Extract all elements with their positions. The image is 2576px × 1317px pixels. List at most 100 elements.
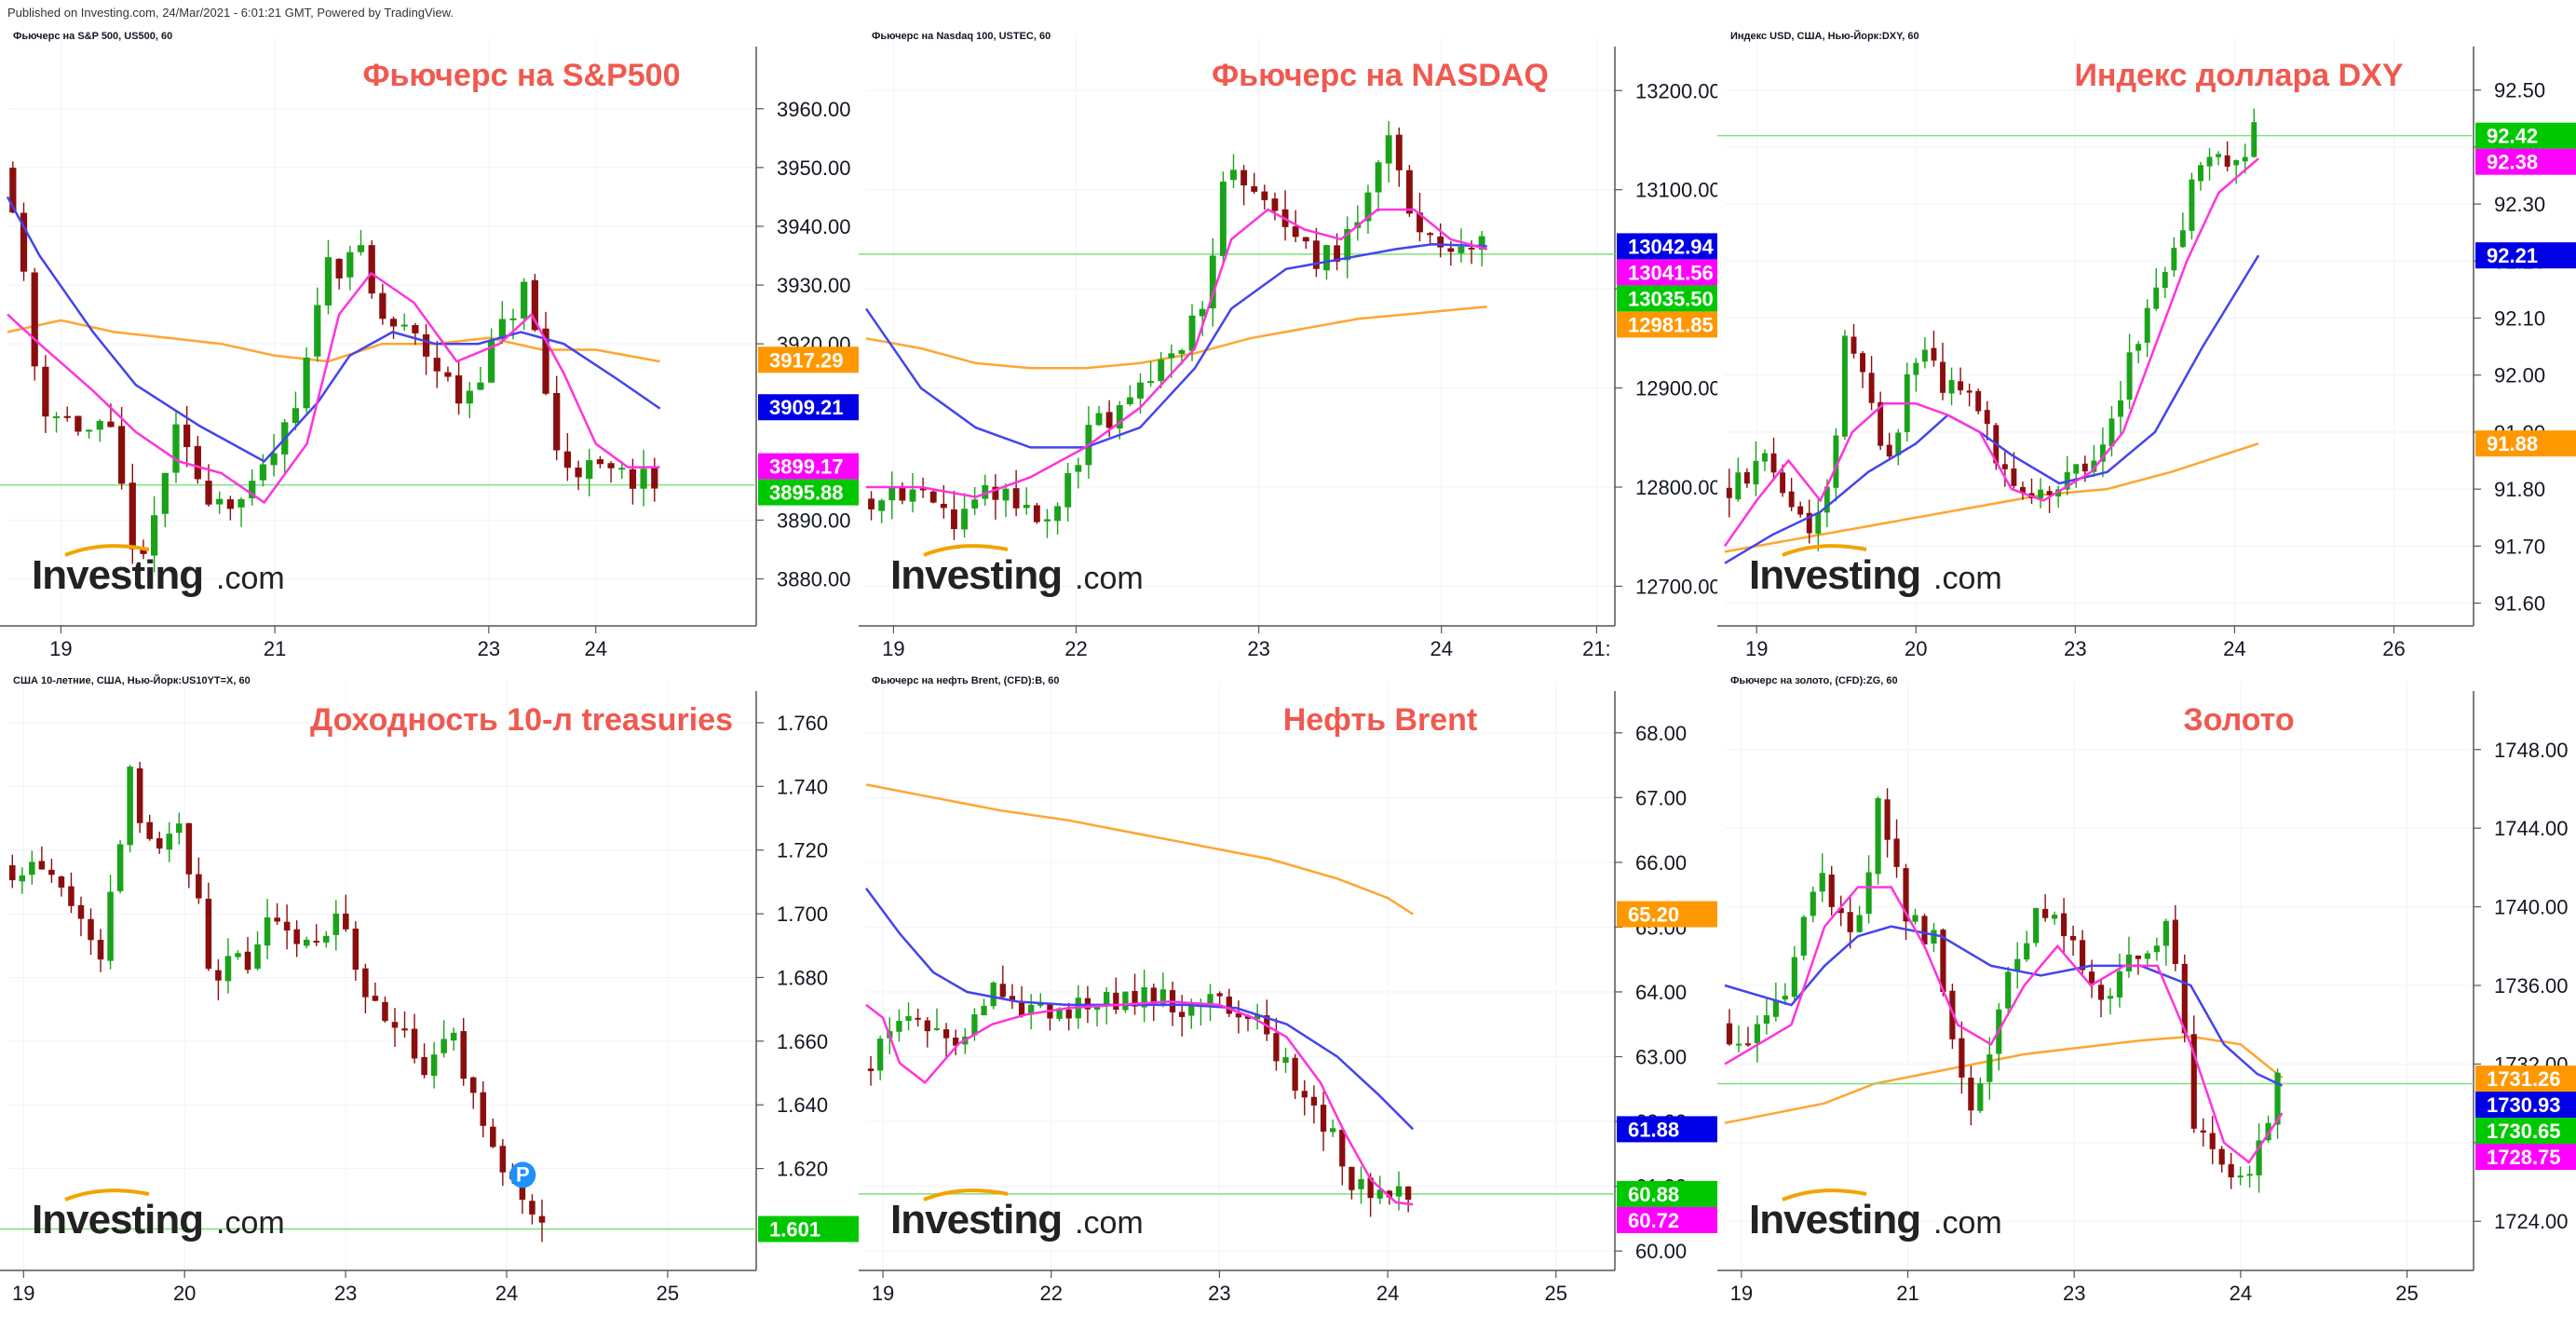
candle: [2216, 151, 2222, 166]
candle: [2237, 1166, 2244, 1186]
candle: [942, 1023, 950, 1058]
price-label: 3909.21: [758, 394, 859, 421]
candle: [324, 239, 332, 315]
candle: [651, 457, 658, 502]
y-tick-label: 1744.00: [2494, 817, 2569, 840]
chart-subtitle: Индекс USD, США, Нью-Йорк:DXY, 60: [1730, 30, 1919, 42]
candle: [1375, 160, 1382, 212]
x-tick-label: 25: [2395, 1282, 2418, 1305]
candle: [1064, 462, 1072, 522]
candle: [1141, 970, 1147, 1023]
candle: [868, 491, 875, 521]
price-label: 92.42: [2475, 122, 2576, 149]
x-tick-label: 19: [882, 637, 904, 660]
investing-logo: Investing .com: [1749, 1188, 2002, 1242]
y-tick-label: 1740.00: [2494, 896, 2569, 919]
candle: [1334, 233, 1341, 271]
price-label: 13035.50: [1617, 285, 1717, 312]
candle: [1310, 1085, 1318, 1124]
price-label: 92.21: [2475, 242, 2576, 269]
candle: [1158, 351, 1165, 388]
y-tick-label: 3930.00: [777, 274, 851, 297]
y-tick-label: 1.680: [777, 966, 828, 989]
x-tick-label: 23: [2064, 637, 2086, 660]
candle: [1395, 127, 1403, 187]
grid: [866, 682, 1615, 1270]
candle: [905, 1002, 912, 1031]
candle: [335, 258, 343, 290]
candle: [981, 998, 987, 1016]
price-label-text: 61.88: [1628, 1118, 1679, 1141]
investing-logo: Investing .com: [32, 544, 285, 598]
y-tick-label: 1724.00: [2494, 1210, 2569, 1233]
price-label: 1730.93: [2475, 1092, 2576, 1119]
price-label-text: 12981.85: [1628, 313, 1714, 336]
candle: [1254, 1003, 1261, 1030]
candle: [1207, 984, 1213, 1022]
y-tick-label: 3960.00: [777, 98, 851, 121]
x-tick-label: 19: [872, 1282, 894, 1305]
investing-logo: Investing .com: [890, 544, 1144, 598]
logo-swoosh-icon: [923, 1188, 1009, 1202]
gold-chart: Фьючерс на золото, (CFD):ZG, 60 Золото 174…: [1717, 675, 2576, 1305]
logo-swoosh-icon: [923, 544, 1009, 557]
grid: [7, 682, 756, 1270]
candle: [990, 981, 997, 1010]
candle: [1810, 886, 1816, 923]
x-tick-label: 24: [495, 1282, 518, 1305]
candle: [2024, 930, 2030, 962]
candle: [953, 1029, 959, 1055]
price-label: 13041.56: [1617, 259, 1717, 286]
y-tick-label: 67.00: [1635, 786, 1687, 809]
candles: [1726, 108, 2257, 551]
candle: [1241, 165, 1248, 206]
logo-swoosh-icon: [64, 544, 150, 557]
chart-subtitle: Фьючерс на S&P 500, US500, 60: [13, 31, 172, 42]
candle: [29, 850, 35, 885]
brent-chart: Фьючерс на нефть Brent, (CFD):B, 60 Нефть…: [859, 675, 1717, 1305]
candle: [1770, 437, 1777, 482]
ma-long-line: [865, 783, 1414, 916]
candle: [982, 474, 989, 507]
candle: [1028, 994, 1035, 1030]
candle: [1226, 988, 1232, 1017]
candle: [48, 859, 55, 884]
logo-main-text: Investing: [1749, 552, 1920, 598]
candle: [1199, 301, 1206, 336]
candle: [480, 1080, 487, 1138]
candle: [1903, 863, 1909, 941]
candle: [1282, 1047, 1289, 1073]
price-label-text: 1728.75: [2487, 1146, 2561, 1169]
chart-panel-dxy: Индекс USD, США, Нью-Йорк:DXY, 60 Индекс …: [1717, 19, 2576, 672]
candle: [68, 872, 75, 914]
candle: [450, 1027, 457, 1052]
ma-long-line: [865, 305, 1487, 370]
candle: [2046, 485, 2053, 513]
candle: [1743, 468, 1750, 488]
event-marker[interactable]: P: [509, 1161, 536, 1188]
x-tick-label: 22: [1064, 637, 1087, 660]
x-tick-label: 25: [1545, 1282, 1567, 1305]
candle: [2097, 978, 2105, 1018]
candle: [1009, 984, 1016, 1010]
published-note: Published on Investing.com, 24/Mar/2021 …: [7, 6, 454, 20]
candle: [1230, 154, 1237, 188]
candle: [1797, 501, 1804, 518]
candle: [116, 839, 124, 894]
candle: [2099, 427, 2106, 478]
candle: [1147, 361, 1155, 387]
candle: [2153, 267, 2160, 311]
candle: [915, 1008, 921, 1027]
candle: [1126, 385, 1133, 407]
candle: [1744, 1026, 1752, 1047]
candle: [575, 460, 582, 491]
candle: [1417, 193, 1423, 242]
y-tick-label: 3950.00: [777, 156, 851, 180]
y-tick-label: 92.30: [2494, 193, 2545, 216]
candle: [1860, 350, 1866, 388]
candle: [19, 867, 26, 894]
chart-subtitle: Фьючерс на нефть Brent, (CFD):B, 60: [872, 675, 1060, 686]
price-label-text: 13035.50: [1628, 287, 1714, 310]
candle: [490, 1118, 496, 1148]
logo-main-text: Investing: [1749, 1197, 1920, 1242]
